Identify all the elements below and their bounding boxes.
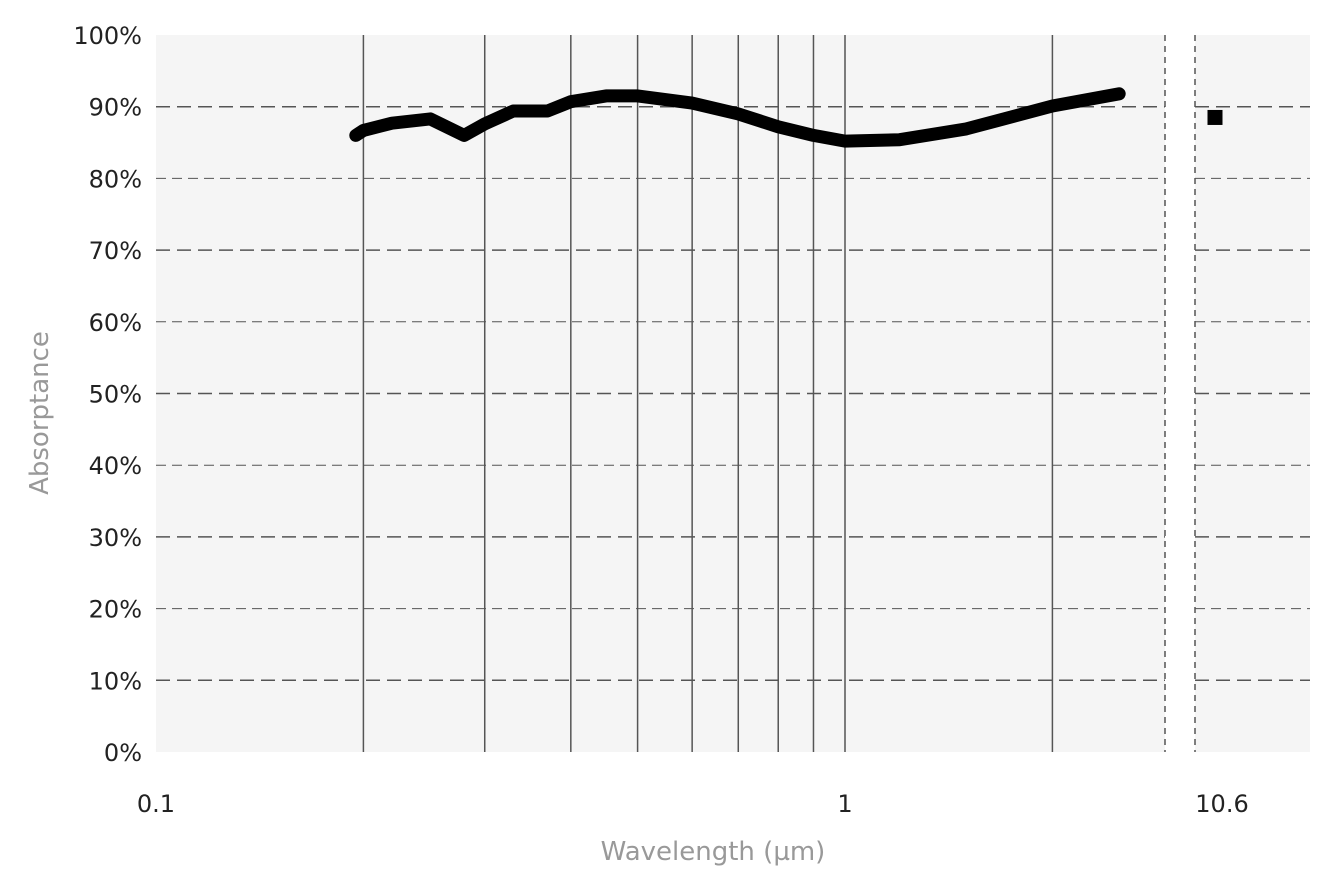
y-tick-label: 70% xyxy=(89,237,142,265)
x-axis-label: Wavelength (µm) xyxy=(601,837,826,867)
y-tick-label: 0% xyxy=(104,739,142,767)
y-tick-label: 30% xyxy=(89,524,142,552)
series-line xyxy=(349,87,1126,148)
y-tick-label: 10% xyxy=(89,667,142,695)
y-tick-label: 20% xyxy=(89,596,142,624)
y-tick-label: 100% xyxy=(73,22,142,50)
x-tick-10.6: 10.6 xyxy=(1195,790,1248,818)
y-tick-label: 80% xyxy=(89,165,142,193)
x-tick-0.1: 0.1 xyxy=(137,790,175,818)
y-axis-label: Absorptance xyxy=(25,331,55,495)
y-tick-label: 40% xyxy=(89,452,142,480)
y-tick-label: 50% xyxy=(89,381,142,409)
y-tick-label: 60% xyxy=(89,309,142,337)
y-tick-label: 90% xyxy=(89,94,142,122)
x-tick-1: 1 xyxy=(837,790,852,818)
data-point-10.6 xyxy=(1207,109,1223,125)
